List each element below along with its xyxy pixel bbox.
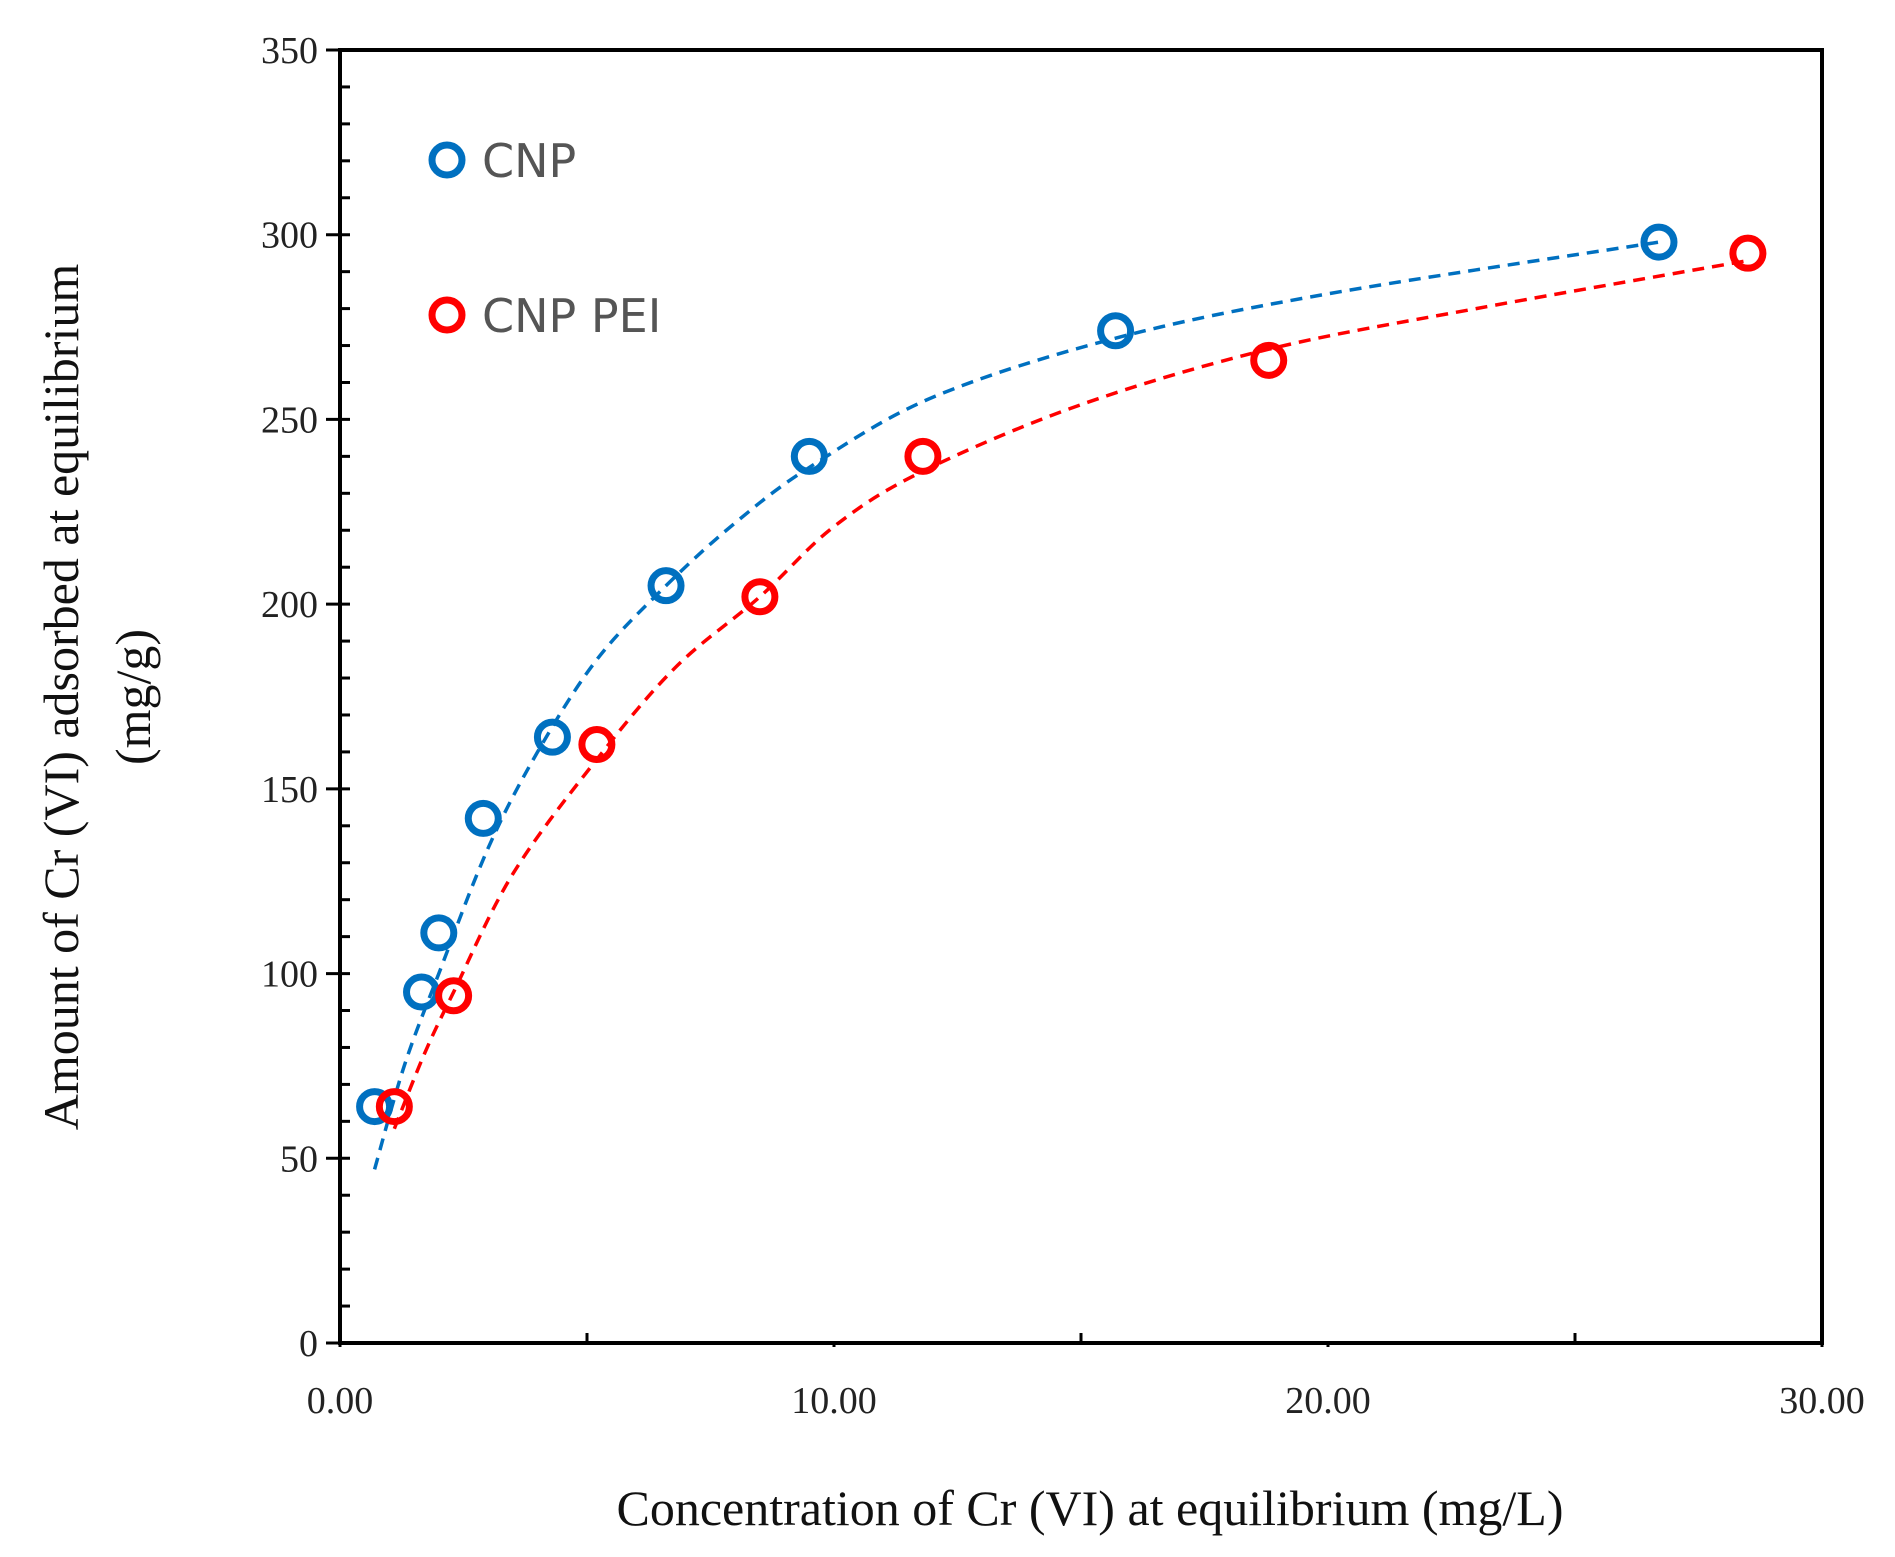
y-axis-label-line1: Amount of Cr (VI) adsorbed at equilibriu…	[33, 264, 89, 1131]
legend-label-cnp-pei: CNP PEI	[482, 289, 661, 343]
data-points	[356, 223, 1767, 1126]
point-cnp	[1640, 223, 1678, 261]
point-cnp	[356, 1088, 394, 1126]
point-cnp-pei	[578, 726, 616, 764]
x-tick-label: 0.00	[307, 1380, 374, 1422]
plot-frame	[338, 48, 1824, 1345]
y-axis-label-line2: (mg/g)	[105, 629, 161, 765]
x-tick-label: 30.00	[1779, 1380, 1865, 1422]
x-tick-label: 20.00	[1285, 1380, 1371, 1422]
trendline-cnp	[372, 240, 1660, 1170]
y-tick-label: 0	[299, 1323, 318, 1365]
x-tick-label: 10.00	[791, 1380, 877, 1422]
point-cnp-pei	[1250, 341, 1288, 379]
axes	[326, 48, 1824, 1347]
point-cnp-pei	[904, 437, 942, 475]
legend-marker-cnp-pei	[428, 296, 466, 334]
point-cnp	[647, 567, 685, 605]
x-axis-label: Concentration of Cr (VI) at equilibrium …	[617, 1480, 1564, 1536]
point-cnp-pei	[375, 1088, 413, 1126]
point-cnp	[790, 437, 828, 475]
trendlines	[372, 240, 1749, 1170]
y-tick-label: 200	[261, 584, 318, 626]
y-tick-label: 250	[261, 399, 318, 441]
legend: CNP CNP PEI	[428, 134, 661, 343]
y-tick-label: 300	[261, 215, 318, 257]
y-tick-label: 150	[261, 769, 318, 811]
y-tick-label: 350	[261, 30, 318, 72]
point-cnp	[420, 914, 458, 952]
point-cnp	[1097, 312, 1135, 350]
legend-label-cnp: CNP	[482, 134, 576, 188]
y-tick-label: 50	[280, 1138, 318, 1180]
point-cnp	[533, 718, 571, 756]
point-cnp-pei	[741, 578, 779, 616]
point-cnp-pei	[435, 977, 473, 1015]
tick-labels: 0 50 100 150 200 250 300 350 0.00 10.00 20.00 30.00	[261, 30, 1865, 1422]
trendline-cnp-pei	[392, 258, 1749, 1130]
point-cnp-pei	[1729, 234, 1767, 272]
y-tick-label: 100	[261, 954, 318, 996]
point-cnp	[464, 799, 502, 837]
legend-marker-cnp	[428, 141, 466, 179]
